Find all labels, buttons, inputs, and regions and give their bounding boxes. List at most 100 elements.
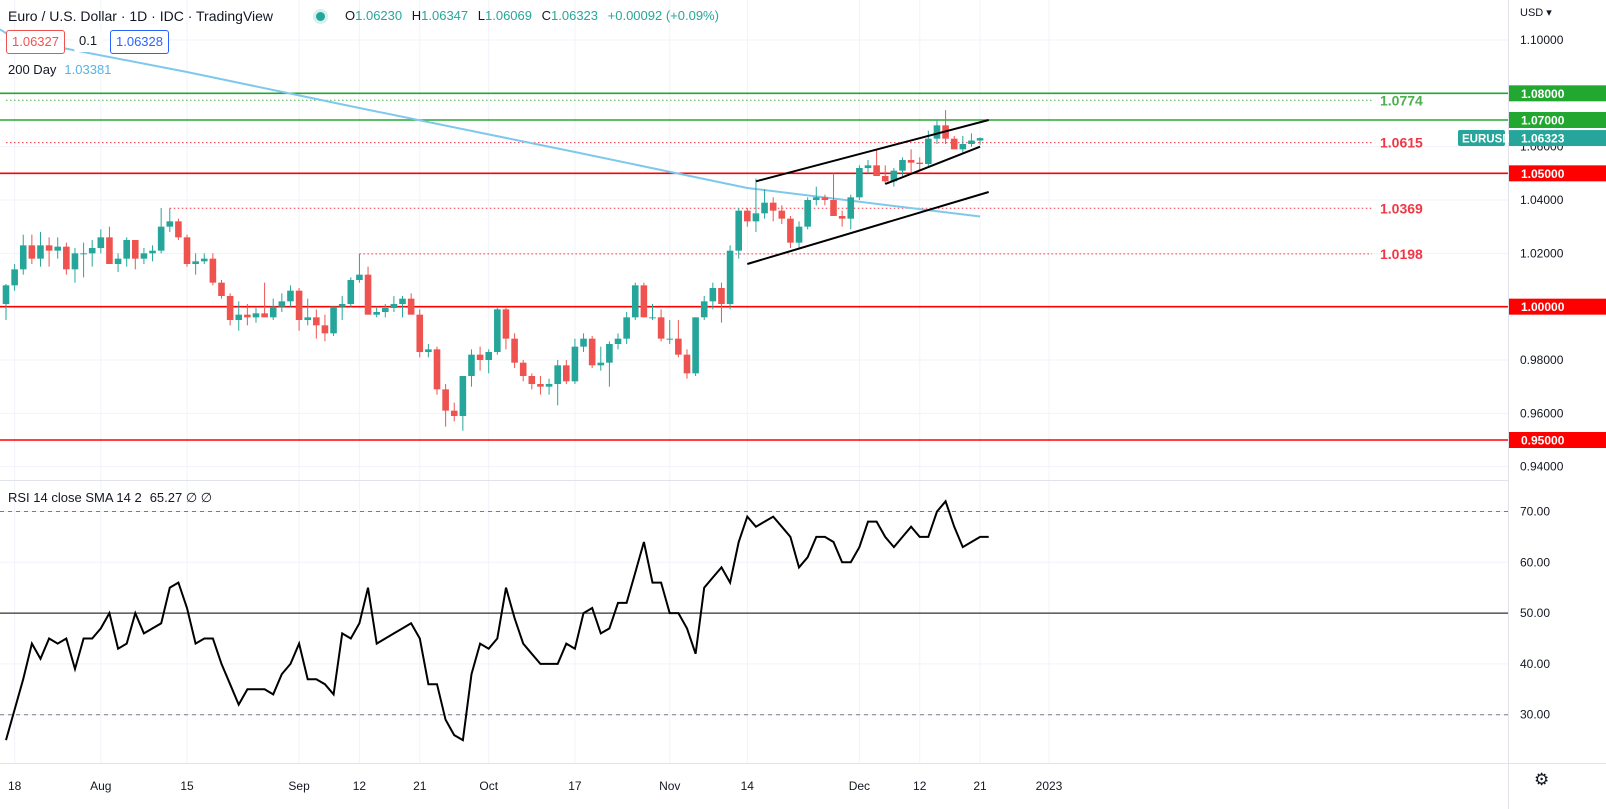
candle-body	[114, 258, 122, 264]
trendline	[755, 119, 989, 183]
candle-body	[812, 197, 820, 200]
candle-body	[959, 144, 967, 150]
candle-body	[235, 314, 243, 320]
price-tag	[1509, 85, 1606, 102]
candle-body	[468, 354, 475, 376]
candle-body	[873, 165, 880, 176]
candle-body	[692, 317, 699, 374]
symbol-tag	[1458, 130, 1505, 147]
candle-body	[261, 313, 268, 318]
candle-body	[537, 384, 544, 387]
candle-body	[554, 365, 561, 384]
candle-body	[321, 325, 329, 334]
candle-body	[200, 258, 208, 262]
rsi-legend-value: 65.27 ∅ ∅	[149, 490, 213, 505]
candle-body	[407, 298, 415, 315]
candle-body	[666, 338, 674, 340]
candle-body	[373, 312, 380, 315]
rsi-tick-label: 70.00	[1520, 504, 1550, 518]
rsi-legend[interactable]: RSI 14 close SMA 14 2 65.27 ∅ ∅	[8, 490, 212, 506]
price-tick-label: 1.04000	[1520, 193, 1564, 207]
price-tag	[1509, 165, 1606, 182]
last-price-label: 1.06323	[1521, 132, 1565, 146]
candle-body	[28, 245, 36, 259]
price-tag	[1509, 298, 1606, 315]
ma-legend[interactable]: 200 Day 1.03381	[8, 62, 111, 77]
candle-body	[511, 338, 518, 363]
candle-body	[709, 288, 717, 302]
ohlc-close: 1.06323	[551, 8, 599, 23]
ohlc-close-key: C	[541, 8, 552, 23]
level-label: 1.0774	[1380, 92, 1423, 108]
candle-body	[563, 365, 570, 382]
rsi-tick-label: 40.00	[1520, 657, 1550, 671]
candles[interactable]	[2, 110, 984, 431]
candle-body	[416, 314, 424, 352]
candle-body	[450, 410, 458, 416]
time-tick-label: 18	[8, 779, 22, 793]
currency-selector[interactable]: USD ▾	[1520, 7, 1552, 19]
candle-body	[330, 306, 337, 334]
candle-body	[752, 213, 760, 222]
candle-body	[614, 338, 622, 344]
rsi-tick-label: 50.00	[1520, 606, 1550, 620]
candle-body	[899, 160, 906, 171]
time-tick-label: Sep	[288, 779, 310, 793]
currency-label: USD	[1520, 7, 1544, 19]
candle-body	[830, 200, 837, 216]
time-tick-label: 12	[353, 779, 367, 793]
candle-body	[106, 237, 113, 264]
price-tag	[1509, 112, 1606, 128]
candle-body	[209, 258, 217, 283]
candle-body	[226, 296, 234, 320]
symbol-title[interactable]: Euro / U.S. Dollar · 1D · IDC · TradingV…	[8, 8, 274, 24]
candle-body	[252, 313, 260, 318]
candle-body	[175, 221, 182, 238]
candle-body	[166, 221, 174, 227]
candle-body	[761, 202, 768, 214]
price-tick-label: 0.96000	[1520, 406, 1564, 420]
rsi-tick-label: 60.00	[1520, 555, 1550, 569]
candle-body	[218, 282, 225, 296]
candle-body	[804, 200, 811, 227]
gear-icon[interactable]: ⚙	[1534, 770, 1550, 789]
ohlc-low-key: L	[477, 8, 485, 23]
candle-body	[916, 162, 924, 164]
candle-body	[976, 138, 984, 141]
candle-body	[864, 165, 872, 168]
candle-body	[433, 349, 441, 390]
trendline	[747, 191, 989, 265]
candle-body	[649, 317, 656, 319]
price-tick-label: 1.10000	[1520, 33, 1564, 47]
market-open-icon	[316, 12, 325, 21]
candle-body	[356, 274, 363, 280]
buy-price-button[interactable]: 1.06328	[110, 30, 169, 54]
price-tag-label: 0.95000	[1521, 434, 1565, 448]
candle-body	[580, 338, 587, 347]
candle-body	[269, 306, 277, 318]
candle-body	[640, 285, 648, 318]
candle-body	[907, 160, 915, 163]
ohlc-high-key: H	[411, 8, 422, 23]
candle-body	[856, 168, 863, 198]
candle-body	[54, 246, 62, 251]
time-tick-label: 2023	[1036, 779, 1063, 793]
level-label: 1.0369	[1380, 200, 1423, 216]
candle-body	[45, 245, 53, 251]
candle-body	[769, 202, 777, 211]
candle-body	[528, 376, 536, 384]
sell-price-button[interactable]: 1.06327	[6, 30, 65, 54]
price-tag-label: 1.08000	[1521, 87, 1565, 101]
ohlc-high: 1.06347	[421, 8, 469, 23]
candle-body	[347, 280, 355, 304]
candle-body	[494, 309, 501, 352]
candle-body	[97, 237, 105, 248]
candle-body	[157, 226, 165, 251]
candle-body	[588, 338, 596, 366]
time-tick-label: Nov	[659, 779, 680, 793]
time-tick-label: Oct	[479, 779, 498, 793]
candle-body	[631, 285, 639, 318]
ohlc-open-key: O	[345, 8, 356, 23]
candle-body	[442, 389, 449, 411]
